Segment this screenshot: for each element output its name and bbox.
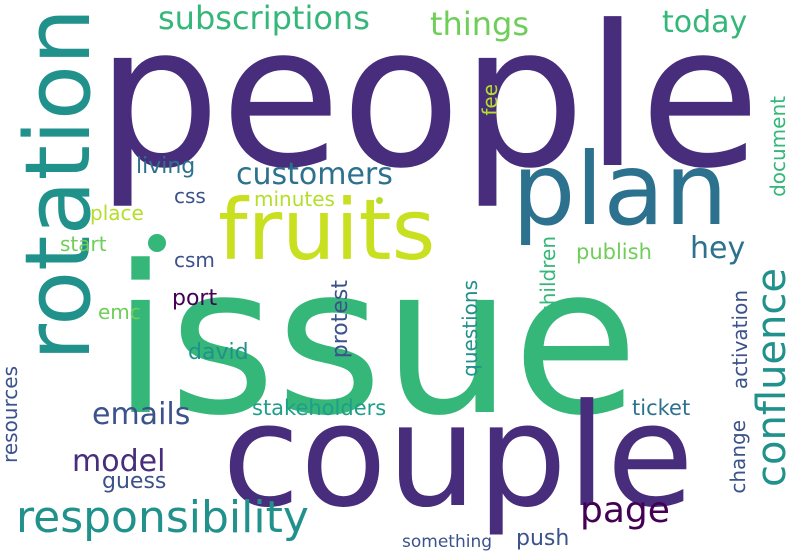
word-change: change [728,420,748,494]
word-start: start [60,234,107,254]
word-responsibility: responsibility [16,496,309,540]
word-emails: emails [92,400,190,430]
word-protest: protest [330,280,352,358]
word-css: css [174,186,206,206]
word-guess: guess [102,471,166,493]
word-something: something [402,534,492,551]
dot-small [376,197,383,204]
word-port: port [172,288,217,310]
dot-large [148,234,166,252]
word-confluence: confluence [752,268,792,487]
word-rotation: rotation [14,8,104,361]
word-minutes: minutes [254,189,335,209]
word-children: children [538,236,558,316]
word-living: living [136,156,195,178]
word-subscriptions: subscriptions [158,2,370,34]
word-hey: hey [690,234,745,264]
word-emc: emc [98,302,141,322]
word-push: push [516,528,569,550]
word-fee: fee [480,84,500,116]
word-place: place [90,203,144,223]
word-david: david [188,342,249,364]
word-stakeholders: stakeholders [252,398,386,419]
word-questions: questions [460,280,480,377]
word-ticket: ticket [632,398,690,419]
word-today: today [662,8,747,38]
word-csm: csm [174,250,215,270]
word-document: document [768,96,788,197]
word-plan: plan [512,140,728,240]
word-page: page [580,493,670,529]
word-things: things [430,8,529,40]
word-activation: activation [730,290,750,389]
word-customers: customers [236,160,393,190]
word-publish: publish [576,242,652,263]
word-resources: resources [0,366,20,463]
